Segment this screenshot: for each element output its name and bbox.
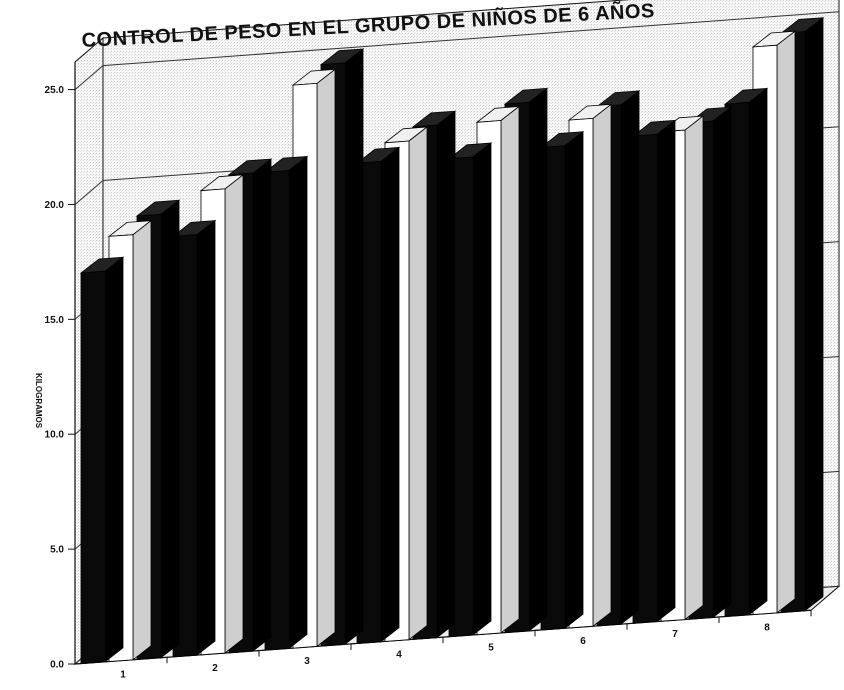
x-tick-label: 7 (672, 629, 678, 640)
x-tick-label: 8 (764, 622, 770, 633)
y-tick-label: 5.0 (50, 545, 64, 556)
gridline (74, 11, 840, 90)
x-tick-label: 2 (212, 663, 218, 674)
x-tick-label: 1 (120, 669, 126, 680)
y-tick-label: 10.0 (45, 430, 65, 441)
y-tick-label: 0.0 (50, 660, 64, 671)
tick-labels: 0.0 5.0 10.0 15.0 20.0 25.0 1 2 3 4 5 6 7 8 (45, 85, 771, 680)
x-tick-label: 4 (396, 649, 402, 660)
bar (79, 256, 125, 665)
y-tick-label: 25.0 (45, 85, 65, 96)
x-tick-label: 3 (304, 656, 310, 667)
y-tick-label: 15.0 (45, 315, 65, 326)
bars (79, 16, 825, 665)
y-tick-label: 20.0 (45, 200, 65, 211)
x-tick-label: 6 (580, 636, 586, 647)
y-axis-label: KILOGRAMOS (34, 373, 43, 429)
x-tick-label: 5 (488, 643, 494, 654)
